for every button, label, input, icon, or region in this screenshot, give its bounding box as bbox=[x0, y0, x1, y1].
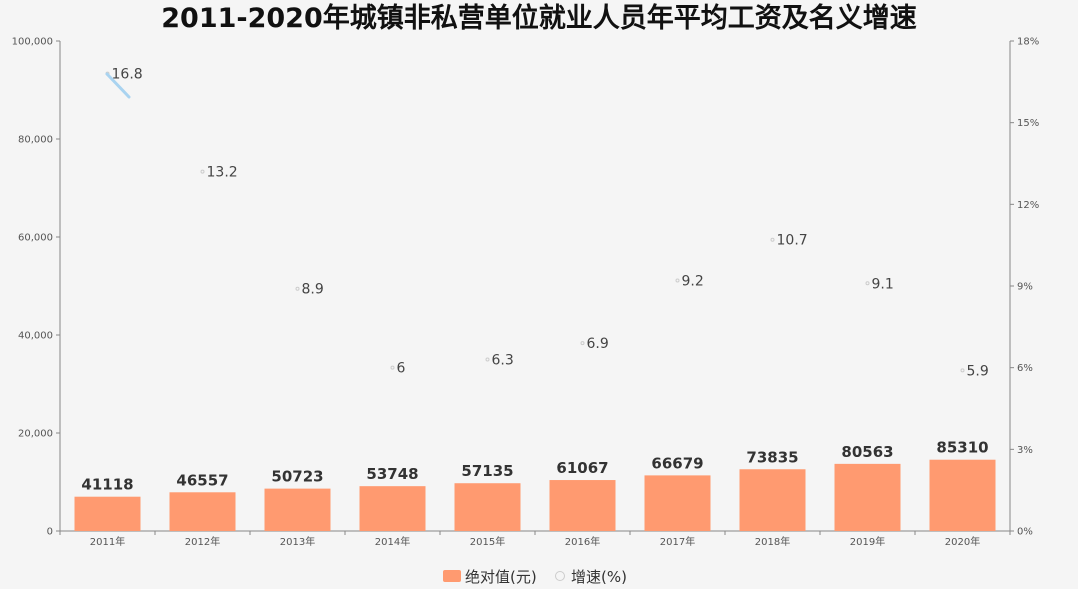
left-axis-tick-label: 0 bbox=[47, 527, 53, 538]
growth-point bbox=[580, 341, 585, 346]
bar-value-label: 85310 bbox=[936, 439, 988, 457]
growth-point bbox=[200, 169, 205, 174]
right-axis-tick-label: 9% bbox=[1017, 282, 1033, 293]
growth-point bbox=[390, 365, 395, 370]
growth-point-label: 6.9 bbox=[587, 336, 609, 352]
bar-value-label: 80563 bbox=[841, 443, 893, 461]
bar bbox=[834, 463, 901, 531]
growth-point-label: 9.1 bbox=[872, 276, 894, 292]
left-axis-tick-label: 100,000 bbox=[12, 37, 53, 48]
growth-point-label: 10.7 bbox=[777, 233, 808, 249]
growth-point-label: 5.9 bbox=[967, 363, 989, 379]
right-axis-tick-label: 15% bbox=[1017, 118, 1039, 129]
left-axis-tick-label: 20,000 bbox=[18, 429, 53, 440]
growth-point bbox=[865, 281, 870, 286]
bar bbox=[549, 480, 616, 531]
x-axis-tick-label: 2011年 bbox=[90, 535, 125, 548]
bar-value-label: 66679 bbox=[651, 454, 703, 472]
x-axis-tick-label: 2013年 bbox=[280, 535, 315, 548]
bar bbox=[929, 459, 996, 531]
growth-point-label: 16.8 bbox=[112, 67, 143, 83]
right-axis-tick-label: 6% bbox=[1017, 363, 1033, 374]
bar bbox=[454, 483, 521, 531]
growth-point bbox=[485, 357, 490, 362]
growth-point bbox=[675, 278, 680, 283]
growth-point bbox=[770, 237, 775, 242]
x-axis-tick-label: 2017年 bbox=[660, 535, 695, 548]
bar bbox=[359, 486, 426, 531]
growth-point-label: 13.2 bbox=[207, 165, 238, 181]
x-axis-tick-label: 2016年 bbox=[565, 535, 600, 548]
growth-point-label: 6 bbox=[397, 361, 406, 377]
bar bbox=[644, 475, 711, 531]
chart-title: 2011-2020年城镇非私营单位就业人员年平均工资及名义增速 bbox=[161, 2, 917, 34]
bar-value-label: 57135 bbox=[461, 462, 513, 480]
bar bbox=[74, 496, 141, 531]
bar-value-label: 46557 bbox=[176, 471, 228, 489]
x-axis-tick-label: 2020年 bbox=[945, 535, 980, 548]
legend-label-scatter[interactable]: 增速(%) bbox=[571, 568, 627, 586]
growth-point-label: 9.2 bbox=[682, 274, 704, 290]
growth-point bbox=[295, 286, 300, 291]
growth-point bbox=[960, 368, 965, 373]
legend: 绝对值(元) 增速(%) bbox=[443, 568, 627, 586]
bar-value-label: 50723 bbox=[271, 468, 323, 486]
x-axis-tick-label: 2014年 bbox=[375, 535, 410, 548]
right-axis-tick-label: 0% bbox=[1017, 527, 1033, 538]
left-axis-tick-label: 80,000 bbox=[18, 135, 53, 146]
legend-swatch-bar[interactable] bbox=[443, 570, 461, 582]
bar-value-label: 41118 bbox=[81, 476, 133, 494]
growth-point-label: 8.9 bbox=[302, 282, 324, 298]
x-axis-tick-label: 2019年 bbox=[850, 535, 885, 548]
x-axis-tick-label: 2012年 bbox=[185, 535, 220, 548]
selection-mark bbox=[105, 72, 131, 99]
bar-value-label: 61067 bbox=[556, 459, 608, 477]
legend-swatch-scatter[interactable] bbox=[555, 571, 565, 581]
bar bbox=[264, 488, 331, 531]
growth-point-label: 6.3 bbox=[492, 353, 514, 369]
left-axis-tick-label: 40,000 bbox=[18, 331, 53, 342]
bars: 41118 46557 50723 53748 57135 61067 66679 73835… bbox=[74, 439, 996, 531]
left-axis-tick-label: 60,000 bbox=[18, 233, 53, 244]
right-axis-tick-label: 12% bbox=[1017, 200, 1039, 211]
right-axis-tick-label: 3% bbox=[1017, 445, 1033, 456]
bar bbox=[169, 492, 236, 531]
growth-points: 16.8 13.2 8.9 6 6.3 6.9 9.2 10.7 9.1 5.9 bbox=[105, 67, 989, 379]
right-axis-tick-label: 18% bbox=[1017, 37, 1039, 48]
x-axis-tick-label: 2018年 bbox=[755, 535, 790, 548]
bar-value-label: 53748 bbox=[366, 465, 418, 483]
x-axis-tick-label: 2015年 bbox=[470, 535, 505, 548]
bar bbox=[739, 469, 806, 531]
legend-label-bar[interactable]: 绝对值(元) bbox=[465, 568, 537, 586]
bar-value-label: 73835 bbox=[746, 448, 798, 466]
